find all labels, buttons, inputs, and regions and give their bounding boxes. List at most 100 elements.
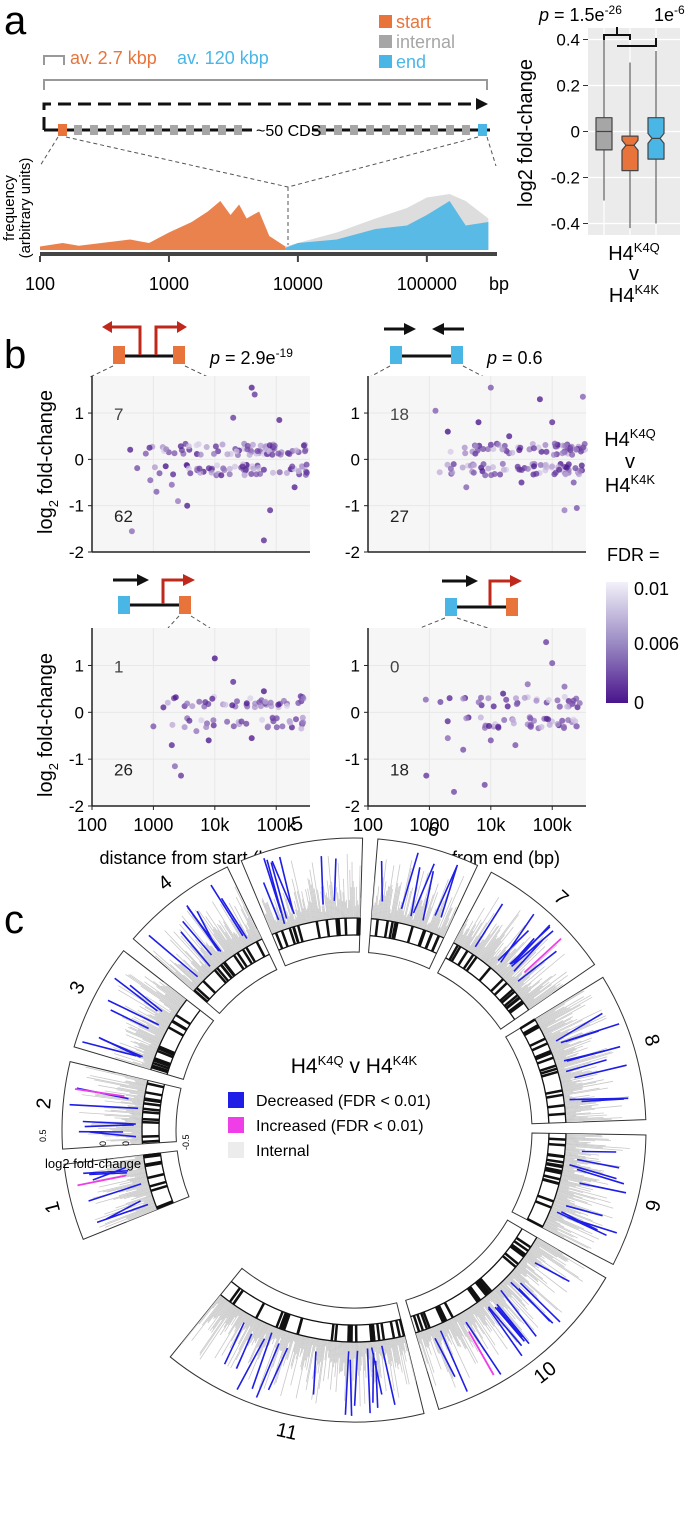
scatter-point <box>142 450 149 457</box>
internal-signal <box>374 1340 380 1379</box>
gene-mark <box>275 1311 284 1328</box>
internal-signal <box>514 982 525 992</box>
internal-signal <box>129 1117 143 1119</box>
internal-signal <box>296 1335 302 1354</box>
scatter-count-up: 18 <box>390 405 409 424</box>
internal-signal <box>230 1313 248 1342</box>
internal-signal <box>276 921 281 932</box>
internal-signal <box>340 890 343 919</box>
internal-signal <box>143 1059 154 1064</box>
scatter-point <box>475 699 482 706</box>
scatter-point <box>444 735 451 742</box>
internal-signal <box>559 1181 594 1191</box>
internal-signal <box>524 1255 538 1266</box>
scatter-point <box>573 505 580 511</box>
internal-signal <box>531 1244 554 1259</box>
internal-signal <box>538 994 592 1026</box>
scatter-point <box>477 714 484 721</box>
internal-signal <box>235 1311 245 1327</box>
scatter-point <box>527 723 534 730</box>
scatter-point <box>267 699 274 706</box>
scatter-point <box>266 442 273 449</box>
box-internal <box>595 117 613 151</box>
internal-signal <box>556 1191 574 1198</box>
decreased-signal <box>271 860 295 915</box>
gene-mark <box>493 982 508 996</box>
internal-signal <box>162 981 187 1001</box>
internal-signal <box>291 1334 301 1369</box>
internal-signal <box>517 986 529 996</box>
internal-signal <box>514 1268 522 1275</box>
internal-signal <box>221 1312 248 1356</box>
internal-signal <box>200 947 219 968</box>
gene-mark <box>523 1025 540 1037</box>
internal-signal <box>155 1021 169 1029</box>
scatter-y-tick-label: 1 <box>351 404 360 423</box>
internal-signal <box>554 1056 567 1061</box>
scatter-point <box>284 703 290 709</box>
internal-signal <box>233 933 244 950</box>
internal-signal <box>263 912 273 935</box>
internal-signal <box>149 1014 170 1027</box>
internal-signal <box>113 1188 151 1200</box>
internal-signal <box>553 1201 567 1207</box>
internal-signal <box>126 1208 158 1222</box>
internal-signal <box>280 1334 298 1397</box>
gene-mark <box>548 1142 566 1147</box>
scatter-point <box>500 690 507 697</box>
scatter-point <box>550 451 557 458</box>
internal-signal <box>115 1195 153 1209</box>
internal-signal <box>563 1161 577 1164</box>
internal-signal <box>555 1195 575 1203</box>
gene-mark <box>522 1024 539 1035</box>
internal-signal <box>297 910 302 925</box>
internal-signal <box>333 1341 337 1368</box>
internal-signal <box>542 1022 566 1035</box>
scatter-point <box>460 695 467 702</box>
internal-signal <box>564 1153 586 1158</box>
internal-signal <box>526 983 561 1008</box>
internal-signal <box>233 931 245 950</box>
scatter-point <box>185 465 192 472</box>
gene-mark <box>143 1152 161 1158</box>
box-y-tick-label: 0.2 <box>556 77 580 96</box>
internal-signal <box>427 1328 432 1341</box>
internal-signal <box>422 883 439 930</box>
internal-signal <box>390 882 399 922</box>
internal-signal <box>364 1341 367 1354</box>
internal-signal <box>307 878 317 922</box>
scatter-point <box>128 528 135 535</box>
internal-signal <box>203 955 216 970</box>
internal-signal <box>552 1040 591 1056</box>
scatter-point <box>230 723 237 730</box>
box-y-tick-label: -0.4 <box>551 215 580 234</box>
internal-signal <box>134 1041 158 1052</box>
scatter-point <box>146 444 153 451</box>
internal-signal <box>564 1152 591 1156</box>
gene-mark <box>503 994 519 1007</box>
internal-signal <box>81 1094 144 1104</box>
internal-signal <box>170 939 207 978</box>
internal-signal <box>427 1328 432 1337</box>
decreased-signal <box>267 1347 289 1391</box>
area-series-end <box>285 201 489 250</box>
internal-signal <box>358 1341 361 1407</box>
circos-title: H4K4Q v H4K4K <box>291 1053 418 1078</box>
internal-signal <box>175 971 196 990</box>
scatter-point <box>510 720 517 727</box>
internal-signal <box>124 1077 148 1083</box>
gene-mark <box>150 1184 168 1192</box>
internal-signal <box>453 926 464 944</box>
internal-signal <box>517 982 532 996</box>
internal-signal <box>518 985 532 997</box>
internal-signal <box>503 961 523 981</box>
internal-signal <box>144 981 182 1008</box>
scatter-x-tick-label: 1000 <box>133 815 173 835</box>
internal-signal <box>213 1299 228 1318</box>
internal-signal <box>205 942 224 964</box>
internal-signal <box>447 1319 462 1348</box>
gene-mark <box>437 1305 448 1322</box>
internal-signal <box>129 1202 156 1213</box>
decreased-signal <box>366 1348 371 1414</box>
